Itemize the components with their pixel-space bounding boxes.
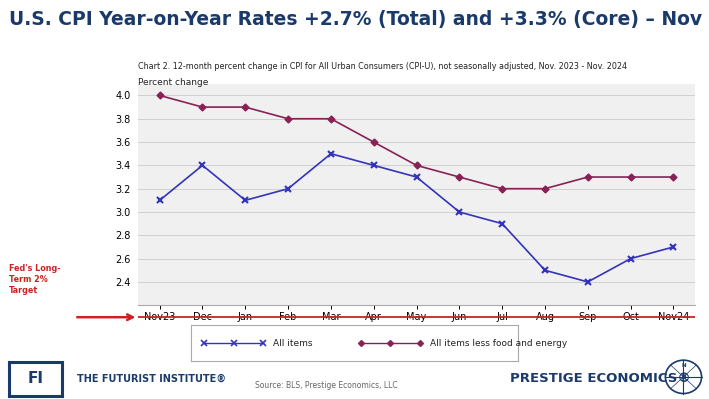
Text: N: N [681,363,686,368]
Text: Chart 2. 12-month percent change in CPI for All Urban Consumers (CPI-U), not sea: Chart 2. 12-month percent change in CPI … [138,62,627,71]
Text: All items less food and energy: All items less food and energy [430,339,566,348]
Text: Fed's Long-
Term 2%
Target: Fed's Long- Term 2% Target [9,264,61,295]
Text: PRESTIGE ECONOMICS®: PRESTIGE ECONOMICS® [510,372,691,385]
Text: FI: FI [28,371,44,386]
Text: Percent change: Percent change [138,78,208,87]
Text: All items: All items [273,339,313,348]
Text: Source: BLS, Prestige Economics, LLC: Source: BLS, Prestige Economics, LLC [255,381,398,389]
Text: THE FUTURIST INSTITUTE®: THE FUTURIST INSTITUTE® [77,373,225,383]
Text: U.S. CPI Year-on-Year Rates +2.7% (Total) and +3.3% (Core) – Nov 2024: U.S. CPI Year-on-Year Rates +2.7% (Total… [9,10,709,29]
